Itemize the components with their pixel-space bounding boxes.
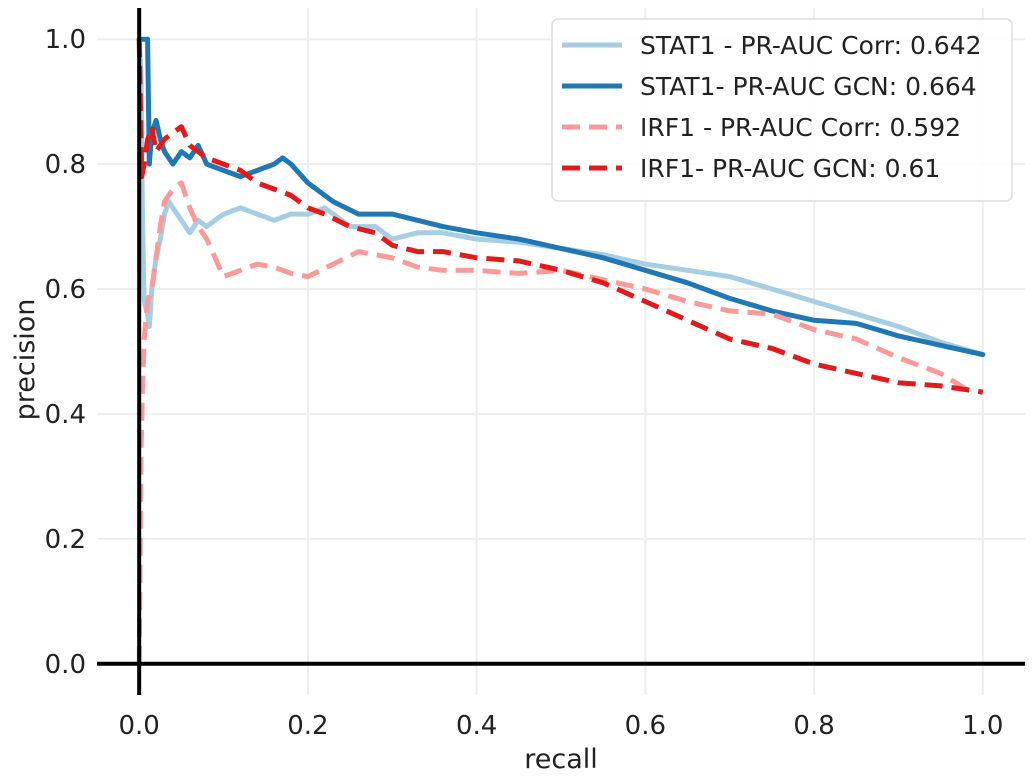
- y-axis-label: precision: [10, 299, 41, 421]
- series-lines: [136, 36, 986, 664]
- x-axis-label: recall: [524, 744, 598, 775]
- legend-label-2: IRF1 - PR-AUC Corr: 0.592: [640, 113, 961, 142]
- legend: STAT1 - PR-AUC Corr: 0.642 STAT1- PR-AUC …: [551, 18, 1013, 202]
- series-line-0: [136, 36, 986, 358]
- legend-label-0: STAT1 - PR-AUC Corr: 0.642: [640, 31, 982, 60]
- legend-label-1: STAT1- PR-AUC GCN: 0.664: [640, 72, 977, 101]
- series-line-2: [136, 180, 968, 664]
- x-tick-label: 0.0: [119, 711, 160, 741]
- y-tick-label: 0.0: [45, 650, 86, 680]
- axes: [97, 8, 1025, 695]
- x-tick-label: 0.2: [287, 711, 328, 741]
- legend-box: [551, 18, 1013, 202]
- y-tick-labels: 0.0 0.2 0.4 0.6 0.8 1.0: [45, 25, 86, 680]
- y-tick-label: 0.8: [45, 150, 86, 180]
- legend-label-3: IRF1- PR-AUC GCN: 0.61: [640, 154, 940, 183]
- x-tick-labels: 0.0 0.2 0.4 0.6 0.8 1.0: [119, 711, 1004, 741]
- x-tick-label: 0.4: [456, 711, 497, 741]
- y-tick-label: 0.2: [45, 525, 86, 555]
- x-tick-label: 0.6: [625, 711, 666, 741]
- y-tick-label: 0.6: [45, 275, 86, 305]
- x-tick-label: 0.8: [793, 711, 834, 741]
- y-tick-label: 1.0: [45, 25, 86, 55]
- x-tick-label: 1.0: [962, 711, 1003, 741]
- y-tick-label: 0.4: [45, 400, 86, 430]
- series-line-3: [136, 39, 984, 395]
